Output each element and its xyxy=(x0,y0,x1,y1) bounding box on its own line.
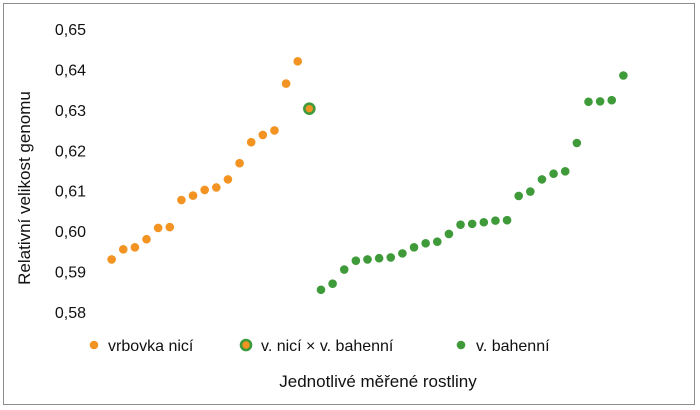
data-point-v-bahenni xyxy=(514,191,523,201)
chart-frame xyxy=(3,3,695,405)
data-point-vrbovka-nici xyxy=(130,243,140,252)
legend-label: vrbovka nicí xyxy=(108,338,194,355)
data-point-v-bahenni xyxy=(409,243,419,252)
data-point-v-bahenni xyxy=(339,265,349,274)
data-point-v-bahenni xyxy=(537,175,547,184)
data-point-v-bahenni xyxy=(444,229,454,239)
y-tick-label: 0,64 xyxy=(55,62,86,79)
x-axis-title: Jednotlivé měřené rostliny xyxy=(279,372,477,391)
legend-label: v. nicí × v. bahenní xyxy=(261,338,394,355)
data-point-vrbovka-nici xyxy=(281,79,291,88)
y-tick-label: 0,61 xyxy=(55,184,86,201)
data-point-vrbovka-nici xyxy=(153,223,163,233)
data-point-vrbovka-nici xyxy=(246,137,256,147)
data-point-v-bahenni xyxy=(479,217,489,227)
legend-marker xyxy=(456,340,466,350)
data-point-v-bahenni xyxy=(502,215,512,225)
data-point-vrbovka-nici xyxy=(177,195,186,205)
data-point-v-bahenni xyxy=(421,238,430,248)
data-point-vrbovka-nici xyxy=(270,126,279,135)
data-point-v-bahenni xyxy=(456,220,465,229)
data-point-v-bahenni xyxy=(328,279,337,289)
data-point-v-bahenni xyxy=(351,256,361,265)
data-point-v-bahenni xyxy=(467,219,477,229)
data-point-v-bahenni xyxy=(549,169,558,179)
data-point-v-bahenni xyxy=(386,253,396,262)
data-point-vrbovka-nici xyxy=(223,175,233,184)
y-tick-label: 0,62 xyxy=(55,143,86,160)
data-point-v-bahenni xyxy=(560,167,570,176)
data-point-v-bahenni xyxy=(572,138,582,148)
data-point-vrbovka-nici xyxy=(107,255,116,264)
legend-marker xyxy=(89,340,99,350)
y-tick-label: 0,58 xyxy=(55,305,86,322)
data-point-v-bahenni xyxy=(526,187,535,196)
data-point-v-bahenni xyxy=(398,249,407,258)
data-point-vrbovka-nici xyxy=(235,158,244,168)
y-tick-label: 0,63 xyxy=(55,103,86,120)
data-point-v-bahenni xyxy=(363,255,372,264)
data-point-vrbovka-nici xyxy=(200,185,209,195)
data-point-vrbovka-nici xyxy=(188,191,198,200)
y-tick-label: 0,59 xyxy=(55,265,86,282)
data-point-v-bahenni xyxy=(374,253,384,263)
y-axis-title: Relativní velikost genomu xyxy=(15,91,34,285)
y-tick-label: 0,60 xyxy=(55,224,86,241)
data-point-v-bahenni xyxy=(595,97,605,106)
data-point-v-bahenni xyxy=(619,71,628,80)
data-point-vrbovka-nici xyxy=(118,245,128,254)
legend-label: v. bahenní xyxy=(476,338,550,355)
y-tick-label: 0,65 xyxy=(55,22,86,39)
data-point-hybrid xyxy=(303,102,316,115)
legend-marker xyxy=(239,338,253,352)
data-point-v-bahenni xyxy=(432,237,442,246)
data-point-v-bahenni xyxy=(607,95,617,105)
data-point-v-bahenni xyxy=(491,216,500,225)
data-point-vrbovka-nici xyxy=(293,57,303,66)
data-point-vrbovka-nici xyxy=(258,130,268,140)
data-point-v-bahenni xyxy=(584,97,593,107)
data-point-vrbovka-nici xyxy=(142,234,151,244)
data-point-vrbovka-nici xyxy=(212,183,221,192)
data-point-v-bahenni xyxy=(316,285,326,295)
data-point-vrbovka-nici xyxy=(165,222,175,232)
